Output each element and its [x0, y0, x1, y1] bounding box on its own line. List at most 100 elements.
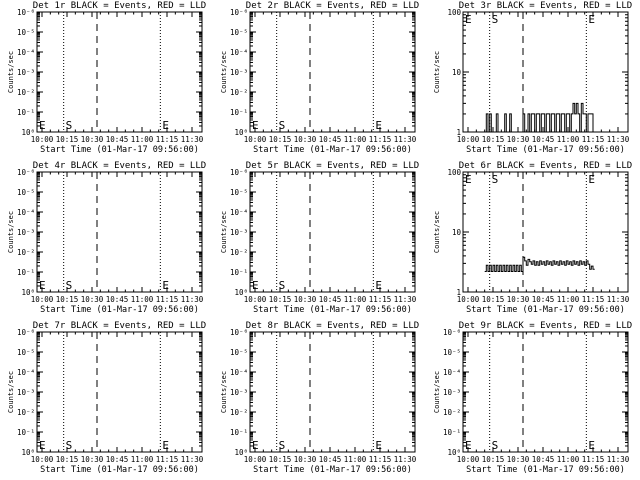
panel-title: Det 1r BLACK = Events, RED = LLD — [33, 1, 206, 11]
time-marker-label: E — [162, 439, 169, 452]
x-tick-label: 10:15 — [269, 455, 292, 464]
time-marker-label: S — [279, 119, 286, 132]
time-marker-label: S — [66, 119, 73, 132]
x-tick-label: 10:45 — [532, 135, 555, 144]
x-tick-label: 11:30 — [607, 455, 630, 464]
time-marker-label: E — [465, 13, 472, 26]
y-tick-label: 10⁰ — [234, 448, 248, 457]
plot-frame — [36, 11, 203, 133]
x-tick-label: 10:30 — [81, 135, 104, 144]
x-tick-label: 10:45 — [319, 135, 342, 144]
y-tick-label: 10⁻⁵ — [443, 348, 461, 357]
y-tick-label: 10⁻² — [17, 88, 35, 97]
x-tick-label: 10:45 — [106, 295, 129, 304]
y-tick-label: 10 — [452, 228, 462, 237]
plot-frame — [462, 331, 629, 453]
y-tick-label: 10⁻¹ — [230, 428, 248, 437]
panel-title: Det 8r BLACK = Events, RED = LLD — [246, 321, 419, 331]
x-axis-label: Start Time (01-Mar-17 09:56:00) — [253, 465, 412, 475]
time-marker-label: E — [162, 279, 169, 292]
x-tick-label: 11:00 — [557, 455, 580, 464]
y-tick-label: 10⁻² — [443, 408, 461, 417]
x-axis-label: Start Time (01-Mar-17 09:56:00) — [466, 305, 625, 315]
plot-frame — [249, 11, 416, 133]
plot-frame — [36, 171, 203, 293]
x-tick-label: 10:15 — [269, 135, 292, 144]
x-tick-label: 10:00 — [31, 455, 54, 464]
x-tick-label: 10:45 — [319, 295, 342, 304]
y-tick-label: 10⁰ — [21, 128, 35, 137]
y-tick-label: 10 — [452, 68, 462, 77]
x-tick-label: 10:15 — [482, 295, 505, 304]
y-tick-label: 10⁰ — [447, 448, 461, 457]
x-tick-label: 10:45 — [106, 135, 129, 144]
x-tick-label: 10:00 — [457, 295, 480, 304]
y-tick-label: 10⁻³ — [230, 228, 248, 237]
time-marker-label: E — [39, 439, 46, 452]
panel-title: Det 6r BLACK = Events, RED = LLD — [459, 161, 632, 171]
x-tick-label: 10:30 — [294, 455, 317, 464]
x-tick-label: 11:30 — [607, 295, 630, 304]
y-tick-label: 1 — [456, 288, 461, 297]
panel-title: Det 7r BLACK = Events, RED = LLD — [33, 321, 206, 331]
x-tick-label: 10:15 — [56, 135, 79, 144]
x-tick-label: 11:00 — [344, 455, 367, 464]
x-axis-label: Start Time (01-Mar-17 09:56:00) — [253, 305, 412, 315]
x-tick-label: 11:00 — [131, 455, 154, 464]
y-tick-label: 10⁻⁴ — [17, 48, 35, 57]
x-tick-label: 10:30 — [81, 455, 104, 464]
y-tick-label: 10⁻⁵ — [230, 28, 248, 37]
plot-frame — [36, 331, 203, 453]
time-marker-label: S — [66, 279, 73, 292]
time-marker-label: E — [375, 279, 382, 292]
y-axis-label: Counts/sec — [433, 211, 441, 253]
y-tick-label: 10⁻⁶ — [230, 328, 248, 337]
time-marker-label: S — [279, 439, 286, 452]
y-tick-label: 10⁻⁴ — [230, 208, 248, 217]
x-tick-label: 11:30 — [394, 135, 417, 144]
y-tick-label: 10⁻⁶ — [17, 8, 35, 17]
x-tick-label: 11:15 — [369, 455, 392, 464]
y-tick-label: 10⁻⁵ — [17, 188, 35, 197]
y-tick-label: 100 — [447, 168, 461, 177]
time-marker-label: E — [588, 13, 595, 26]
y-axis-label: Counts/sec — [433, 51, 441, 93]
y-tick-label: 10⁻³ — [17, 228, 35, 237]
y-tick-label: 10⁻¹ — [17, 268, 35, 277]
series-1-line — [484, 256, 595, 272]
time-marker-label: E — [252, 119, 259, 132]
y-axis-label: Counts/sec — [220, 51, 228, 93]
x-tick-label: 10:15 — [56, 455, 79, 464]
x-tick-label: 10:15 — [269, 295, 292, 304]
y-tick-label: 1 — [456, 128, 461, 137]
x-tick-label: 10:00 — [31, 295, 54, 304]
x-tick-label: 11:15 — [369, 135, 392, 144]
y-tick-label: 10⁻⁵ — [17, 348, 35, 357]
y-axis-label: Counts/sec — [7, 371, 15, 413]
x-tick-label: 11:00 — [344, 135, 367, 144]
x-tick-label: 11:30 — [394, 455, 417, 464]
x-axis-label: Start Time (01-Mar-17 09:56:00) — [466, 145, 625, 155]
y-axis-label: Counts/sec — [7, 51, 15, 93]
x-tick-label: 11:30 — [394, 295, 417, 304]
x-tick-label: 11:00 — [557, 135, 580, 144]
plot-frame — [462, 171, 629, 293]
x-tick-label: 10:00 — [457, 135, 480, 144]
x-tick-label: 10:45 — [532, 295, 555, 304]
y-tick-label: 10⁻¹ — [17, 108, 35, 117]
x-tick-label: 11:15 — [582, 295, 605, 304]
panel-title: Det 2r BLACK = Events, RED = LLD — [246, 1, 419, 11]
time-marker-label: S — [492, 439, 499, 452]
plot-frame — [249, 331, 416, 453]
y-tick-label: 10⁻⁶ — [17, 328, 35, 337]
time-marker-label: E — [465, 173, 472, 186]
panel-title: Det 5r BLACK = Events, RED = LLD — [246, 161, 419, 171]
panel-title: Det 9r BLACK = Events, RED = LLD — [459, 321, 632, 331]
series-1-line — [484, 102, 595, 133]
